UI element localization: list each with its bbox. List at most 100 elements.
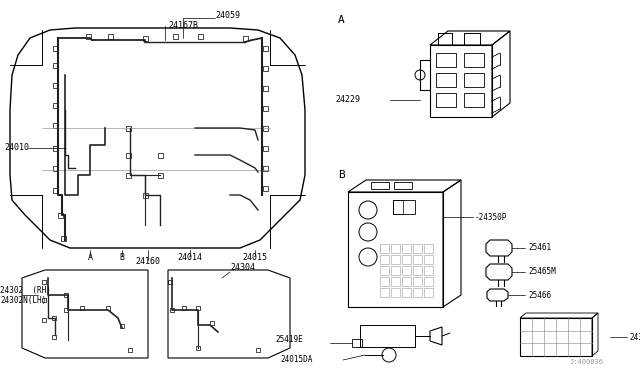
Text: A: A bbox=[338, 15, 345, 25]
Bar bbox=[424, 244, 433, 253]
Bar bbox=[125, 153, 131, 157]
Bar bbox=[402, 255, 411, 264]
Bar bbox=[262, 186, 268, 190]
Text: 25419E: 25419E bbox=[275, 334, 303, 343]
Text: 24160: 24160 bbox=[136, 257, 161, 266]
Bar bbox=[402, 277, 411, 286]
Bar bbox=[196, 346, 200, 350]
Bar bbox=[143, 192, 147, 198]
Bar bbox=[52, 335, 56, 339]
Bar bbox=[168, 280, 172, 284]
Bar bbox=[394, 182, 412, 189]
Bar bbox=[436, 73, 456, 87]
Bar bbox=[380, 255, 389, 264]
Bar bbox=[393, 200, 403, 214]
Text: -24350P: -24350P bbox=[475, 212, 508, 221]
Bar bbox=[402, 288, 411, 297]
Bar bbox=[80, 306, 84, 310]
Bar bbox=[106, 306, 110, 310]
Bar bbox=[198, 33, 202, 38]
Bar bbox=[352, 339, 362, 347]
Bar bbox=[360, 325, 415, 347]
Bar bbox=[52, 166, 58, 170]
Bar bbox=[108, 33, 113, 38]
Bar bbox=[424, 288, 433, 297]
Bar bbox=[196, 306, 200, 310]
Bar bbox=[42, 318, 46, 322]
Bar bbox=[380, 288, 389, 297]
Bar bbox=[52, 83, 58, 87]
Text: J:400036: J:400036 bbox=[570, 359, 604, 365]
Text: 24015DA: 24015DA bbox=[280, 356, 312, 365]
Bar bbox=[380, 277, 389, 286]
Bar bbox=[413, 244, 422, 253]
Bar bbox=[42, 280, 46, 284]
Bar bbox=[52, 316, 56, 320]
Bar bbox=[157, 173, 163, 177]
Bar bbox=[391, 244, 400, 253]
Bar bbox=[52, 45, 58, 51]
Bar bbox=[424, 255, 433, 264]
Bar bbox=[143, 35, 147, 41]
Bar bbox=[262, 166, 268, 170]
Bar bbox=[42, 298, 46, 302]
Text: 24302N(LH): 24302N(LH) bbox=[0, 295, 46, 305]
Text: 24015: 24015 bbox=[243, 253, 268, 263]
Bar bbox=[436, 93, 456, 107]
Bar bbox=[464, 93, 484, 107]
Bar bbox=[173, 33, 177, 38]
Text: 24167B: 24167B bbox=[168, 20, 198, 29]
Bar bbox=[52, 145, 58, 151]
Text: 24229: 24229 bbox=[335, 96, 360, 105]
Text: 25466: 25466 bbox=[528, 291, 551, 299]
Text: 24312P: 24312P bbox=[629, 333, 640, 341]
Bar bbox=[61, 235, 65, 241]
Bar bbox=[262, 45, 268, 51]
Bar bbox=[391, 288, 400, 297]
Bar bbox=[157, 153, 163, 157]
Bar bbox=[424, 266, 433, 275]
Bar bbox=[262, 125, 268, 131]
Bar bbox=[413, 288, 422, 297]
Bar bbox=[86, 33, 90, 38]
Bar bbox=[210, 321, 214, 325]
Bar bbox=[393, 200, 415, 214]
Bar bbox=[380, 244, 389, 253]
Bar bbox=[52, 103, 58, 108]
Text: 25461: 25461 bbox=[528, 244, 551, 253]
Text: B: B bbox=[338, 170, 345, 180]
Bar bbox=[464, 53, 484, 67]
Bar bbox=[52, 187, 58, 192]
Bar bbox=[243, 35, 248, 41]
Text: 24304: 24304 bbox=[230, 263, 255, 273]
Bar bbox=[413, 255, 422, 264]
Bar bbox=[262, 145, 268, 151]
Bar bbox=[128, 348, 132, 352]
Bar bbox=[380, 266, 389, 275]
Bar bbox=[170, 308, 174, 312]
Bar bbox=[64, 308, 68, 312]
Bar bbox=[413, 277, 422, 286]
Bar bbox=[262, 86, 268, 90]
Bar bbox=[402, 244, 411, 253]
Bar bbox=[402, 266, 411, 275]
Bar bbox=[464, 73, 484, 87]
Text: B: B bbox=[120, 253, 125, 263]
Bar bbox=[52, 122, 58, 128]
Bar bbox=[413, 266, 422, 275]
Bar bbox=[58, 212, 63, 218]
Bar bbox=[256, 348, 260, 352]
Text: 24014: 24014 bbox=[177, 253, 202, 263]
Bar bbox=[125, 173, 131, 177]
Bar bbox=[64, 293, 68, 297]
Text: 24302  (RH): 24302 (RH) bbox=[0, 285, 51, 295]
Bar bbox=[182, 306, 186, 310]
Bar bbox=[391, 266, 400, 275]
Bar bbox=[125, 125, 131, 131]
Bar bbox=[424, 277, 433, 286]
Bar bbox=[120, 324, 124, 328]
Text: 24010: 24010 bbox=[4, 144, 29, 153]
Bar bbox=[391, 277, 400, 286]
Text: 24059: 24059 bbox=[215, 12, 240, 20]
Bar bbox=[436, 53, 456, 67]
